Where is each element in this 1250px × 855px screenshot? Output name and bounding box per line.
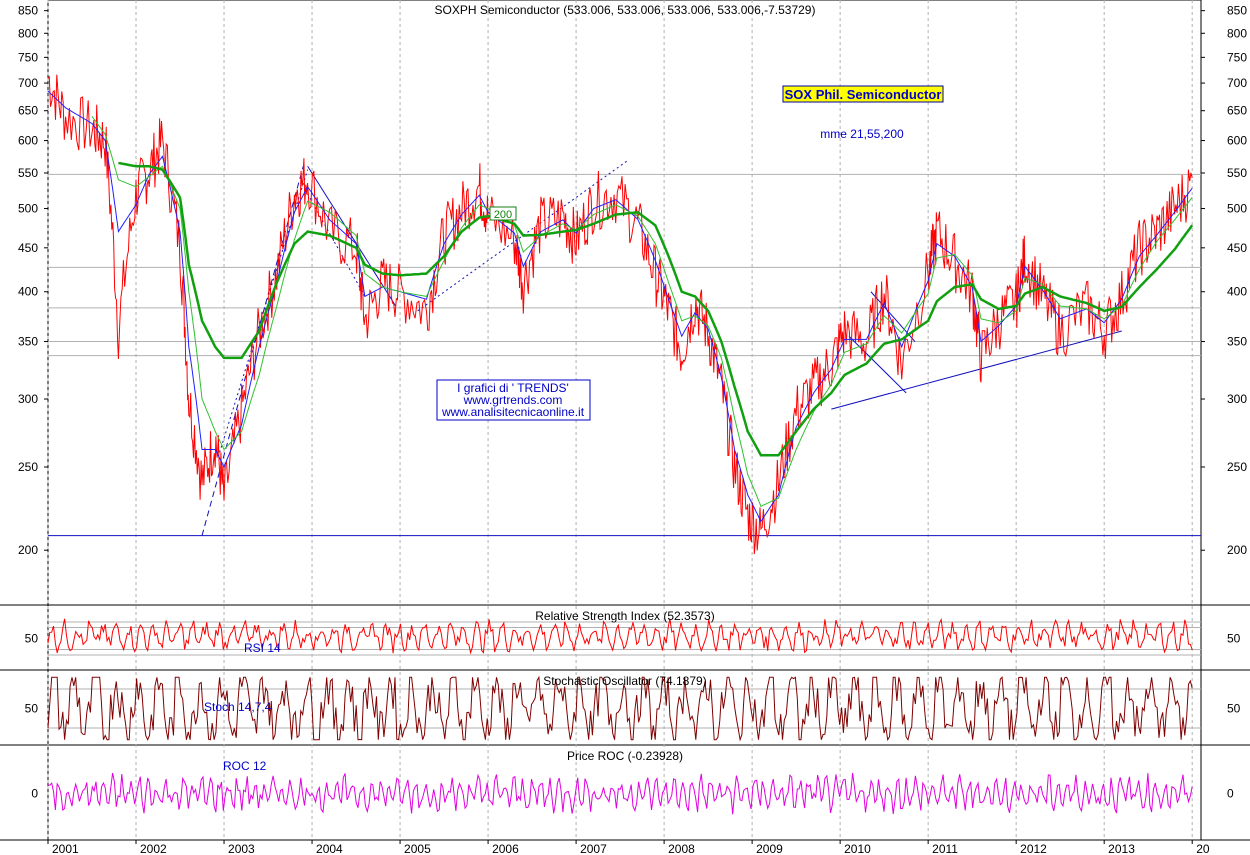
rsi-y-tick-left: 50 (25, 632, 39, 646)
y-tick-label-right: 350 (1227, 335, 1247, 349)
ma55-line (91, 116, 1193, 507)
y-tick-label-left: 850 (18, 4, 38, 18)
stoch-y-tick-right: 50 (1227, 702, 1241, 716)
y-tick-label-left: 750 (18, 50, 38, 64)
x-tick-label: 2007 (580, 842, 607, 855)
y-tick-label-left: 700 (18, 76, 38, 90)
y-tick-label-left: 550 (18, 166, 38, 180)
y-tick-label-right: 750 (1227, 50, 1247, 64)
rsi-title: Relative Strength Index (52.3573) (535, 609, 714, 623)
x-tick-label: 2006 (492, 842, 519, 855)
watermark-line-1: I grafici di ' TRENDS' (457, 381, 569, 395)
roc-label: ROC 12 (223, 759, 267, 773)
y-tick-label-left: 250 (18, 460, 38, 474)
ma200-tag: 200 (494, 209, 512, 221)
x-tick-label: 2004 (316, 842, 343, 855)
support-resistance-lines (48, 173, 1201, 537)
watermark-line-3: www.analisitecnicaonline.it (441, 405, 585, 419)
y-tick-label-right: 450 (1227, 241, 1247, 255)
y-tick-label-left: 800 (18, 26, 38, 40)
x-tick-label: 2002 (140, 842, 167, 855)
y-tick-label-right: 300 (1227, 392, 1247, 406)
rsi-y-tick-right: 50 (1227, 632, 1241, 646)
y-tick-label-right: 200 (1227, 543, 1247, 557)
roc-y-tick-left: 0 (31, 787, 38, 801)
plot-area-frame (47, 0, 1202, 841)
y-tick-label-left: 400 (18, 285, 38, 299)
x-tick-label: 2012 (1020, 842, 1047, 855)
chart-badge: SOX Phil. Semiconductor (785, 87, 942, 102)
uptrend-channel-2005 (417, 159, 630, 312)
stoch-series-line (47, 675, 1193, 742)
y-tick-label-right: 250 (1227, 460, 1247, 474)
rsi-label: RSI 14 (244, 641, 281, 655)
x-tick-label: 2011 (932, 842, 958, 855)
ma200-line (118, 161, 1194, 457)
ma21-line (47, 90, 1193, 523)
y-tick-label-left: 300 (18, 392, 38, 406)
axis-ticks: 2001 2002 2003 2004 2005 2006 2007 2008 2009 2010… (18, 4, 1247, 855)
y-tick-label-right: 400 (1227, 285, 1247, 299)
price-chart-title: SOXPH Semiconductor (533.006, 533.006, 5… (435, 3, 816, 17)
moving-average-label: mme 21,55,200 (820, 127, 904, 141)
y-tick-label-right: 800 (1227, 26, 1247, 40)
rsi-series-line (47, 617, 1193, 655)
stoch-y-tick-left: 50 (25, 702, 39, 716)
roc-series-line (47, 772, 1193, 815)
uptrend-line-2010 (831, 330, 1122, 410)
price-series-line (47, 74, 1193, 555)
roc-title: Price ROC (-0.23928) (567, 749, 683, 763)
x-tick-label: 2008 (668, 842, 695, 855)
y-tick-label-left: 650 (18, 104, 38, 118)
y-tick-label-right: 500 (1227, 202, 1247, 216)
x-tick-label: 2005 (404, 842, 431, 855)
grid-lines (47, 0, 1201, 840)
x-tick-label: 2010 (844, 842, 871, 855)
y-tick-label-right: 850 (1227, 4, 1247, 18)
x-tick-label: 2001 (52, 842, 79, 855)
watermark-box (436, 379, 591, 421)
triangle-line-2010b (848, 335, 907, 394)
price-series-group (47, 74, 1194, 555)
y-tick-label-left: 600 (18, 134, 38, 148)
y-tick-label-right: 650 (1227, 104, 1247, 118)
badge-box (782, 85, 944, 103)
y-tick-label-left: 500 (18, 202, 38, 216)
triangle-line-2010 (870, 291, 916, 342)
x-tick-label: 20 (1196, 842, 1210, 855)
watermark-line-2: www.grtrends.com (463, 393, 563, 407)
y-tick-label-left: 200 (18, 543, 38, 557)
y-tick-label-right: 550 (1227, 166, 1247, 180)
stoch-title: Stochastic Oscillator (74.1879) (543, 674, 706, 688)
trend-lines (201, 159, 1122, 536)
y-tick-label-left: 450 (18, 241, 38, 255)
indicator-series-group (47, 617, 1193, 815)
stoch-label: Stoch 14,7,4 (204, 700, 272, 714)
x-tick-label: 2003 (228, 842, 255, 855)
ma200-tag-box (489, 206, 517, 221)
roc-y-tick-right: 0 (1227, 787, 1234, 801)
x-tick-label: 2013 (1108, 842, 1135, 855)
y-tick-label-left: 350 (18, 335, 38, 349)
y-tick-label-right: 600 (1227, 134, 1247, 148)
y-tick-label-right: 700 (1227, 76, 1247, 90)
x-tick-label: 2009 (756, 842, 783, 855)
